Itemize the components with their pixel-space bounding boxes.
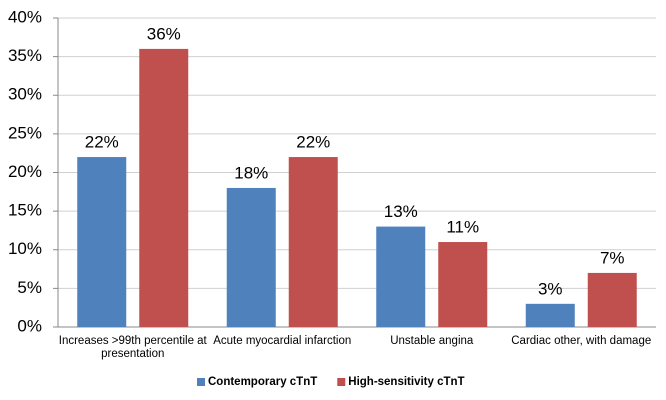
y-tick-label: 35% — [8, 46, 42, 65]
legend-label: High-sensitivity cTnT — [348, 376, 464, 388]
data-label: 22% — [85, 133, 119, 152]
legend-swatch — [197, 378, 205, 386]
bar — [288, 157, 338, 327]
y-tick-label: 30% — [8, 85, 42, 104]
x-tick-label: Acute myocardial infarction — [213, 335, 352, 347]
data-label: 11% — [446, 218, 479, 237]
data-label: 13% — [384, 202, 418, 221]
bar — [376, 226, 426, 327]
bar — [139, 48, 189, 328]
bar — [226, 187, 276, 327]
data-label: 3% — [538, 279, 563, 298]
y-tick-label: 40% — [8, 7, 42, 26]
y-tick-label: 0% — [17, 316, 42, 335]
y-tick-label: 15% — [8, 201, 42, 220]
bar — [77, 157, 127, 327]
y-tick-label: 20% — [8, 162, 42, 181]
bar — [525, 303, 575, 327]
x-tick-label: Unstable angina — [390, 335, 474, 347]
data-label: 18% — [234, 163, 268, 182]
y-tick-label: 10% — [8, 239, 42, 258]
y-tick-label: 25% — [8, 123, 42, 142]
data-label: 7% — [600, 248, 625, 267]
bar — [587, 272, 637, 327]
x-tick-label: Increases >99th percentile at presentati… — [58, 335, 207, 360]
x-tick-label: Cardiac other, with damage — [511, 335, 652, 347]
bar — [438, 242, 488, 327]
y-tick-label: 5% — [17, 278, 42, 297]
data-label: 36% — [147, 24, 181, 43]
legend-swatch — [337, 378, 346, 386]
legend-label: Contemporary cTnT — [208, 376, 317, 388]
data-label: 22% — [296, 133, 330, 152]
